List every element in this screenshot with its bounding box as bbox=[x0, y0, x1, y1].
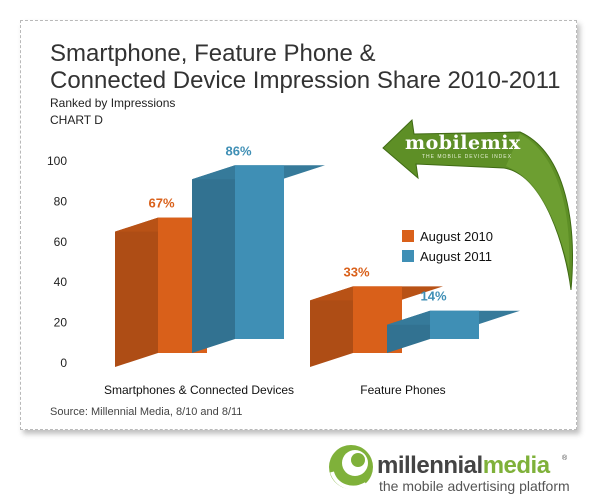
bars bbox=[115, 165, 520, 367]
bar-front bbox=[235, 165, 284, 339]
chart-title-line-2: Connected Device Impression Share 2010-2… bbox=[50, 67, 561, 94]
legend-label: August 2011 bbox=[420, 249, 492, 264]
value-label: 67% bbox=[148, 196, 174, 211]
category-labels: Smartphones & Connected Devices Feature P… bbox=[104, 383, 446, 397]
bar-side bbox=[115, 217, 158, 367]
mobilemix-badge-subtext: THE MOBILE DEVICE INDEX bbox=[422, 154, 512, 160]
y-tick-label: 100 bbox=[47, 154, 67, 168]
logo-wordmark: millennialmedia bbox=[377, 452, 550, 480]
legend: August 2010 August 2011 bbox=[402, 229, 493, 264]
legend-swatch bbox=[402, 250, 414, 262]
chart-id: CHART D bbox=[50, 113, 103, 127]
logo-wordmark-part-1: millennial bbox=[377, 452, 483, 479]
category-label: Smartphones & Connected Devices bbox=[104, 383, 294, 397]
chart-title-line-1: Smartphone, Feature Phone & bbox=[50, 40, 376, 67]
bar-august-2011 bbox=[387, 310, 520, 353]
chart-source: Source: Millennial Media, 8/10 and 8/11 bbox=[50, 406, 243, 418]
bar-front bbox=[430, 310, 479, 339]
category-label: Feature Phones bbox=[360, 383, 445, 397]
logo-tagline: the mobile advertising platform bbox=[379, 478, 570, 494]
badge-top-text: millennial media's bbox=[440, 128, 480, 134]
chart-subtitle: Ranked by Impressions bbox=[50, 96, 176, 110]
y-tick-label: 80 bbox=[54, 194, 68, 208]
y-axis: 0 20 40 60 80 100 bbox=[47, 154, 67, 370]
y-tick-label: 20 bbox=[54, 316, 68, 330]
chart-title: Smartphone, Feature Phone & Connected De… bbox=[50, 40, 570, 94]
logo-registered-mark: ® bbox=[562, 455, 568, 462]
millennial-media-logo-icon bbox=[329, 445, 373, 490]
bar-side bbox=[192, 165, 235, 353]
value-label: 86% bbox=[225, 143, 251, 158]
bar-august-2011 bbox=[192, 165, 325, 353]
value-label: 33% bbox=[343, 264, 369, 279]
value-label: 14% bbox=[420, 289, 446, 304]
y-tick-label: 0 bbox=[60, 356, 67, 370]
bar-side bbox=[310, 286, 353, 367]
y-tick-label: 40 bbox=[54, 275, 68, 289]
mobilemix-arrow-icon bbox=[382, 118, 573, 291]
value-labels: 67% 86% 33% 14% bbox=[148, 143, 446, 303]
legend-swatch bbox=[402, 230, 414, 242]
legend-label: August 2010 bbox=[420, 229, 493, 244]
y-tick-label: 60 bbox=[54, 235, 68, 249]
logo-wordmark-part-2: media bbox=[482, 452, 550, 479]
bar-august-2010 bbox=[310, 286, 443, 367]
chart-card bbox=[20, 20, 577, 430]
mobilemix-badge-name: mobilemix bbox=[405, 132, 521, 154]
